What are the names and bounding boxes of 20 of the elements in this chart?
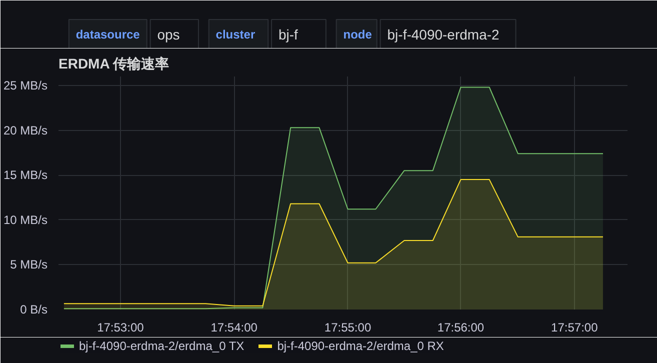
- text: datasource: [76, 28, 140, 42]
- x-tick-label: 17:55:00: [324, 320, 372, 334]
- chart-title: ERDMA 传输速率: [58, 56, 170, 72]
- y-tick-label: 10 MB/s: [3, 212, 48, 227]
- y-tick-label: 0 B/s: [20, 302, 48, 316]
- y-tick-label: 25 MB/s: [3, 78, 48, 92]
- legend-label: bj-f-4090-erdma-2/erdma_0 RX: [277, 339, 444, 353]
- x-tick-label: 17:53:00: [97, 320, 144, 334]
- text: bj-f-4090-erdma-2: [387, 26, 500, 42]
- text: bj-f: [278, 26, 298, 42]
- y-tick-label: 5 MB/s: [10, 258, 48, 272]
- text: ops: [157, 26, 180, 42]
- x-tick-label: 17:54:00: [210, 320, 258, 334]
- x-tick-label: 17:57:00: [551, 320, 598, 334]
- legend-label: bj-f-4090-erdma-2/erdma_0 TX: [79, 339, 244, 353]
- y-tick-label: 15 MB/s: [3, 168, 48, 182]
- y-tick-label: 20 MB/s: [3, 123, 48, 138]
- x-tick-label: 17:56:00: [437, 320, 484, 334]
- text: node: [343, 28, 372, 42]
- text: cluster: [216, 28, 256, 42]
